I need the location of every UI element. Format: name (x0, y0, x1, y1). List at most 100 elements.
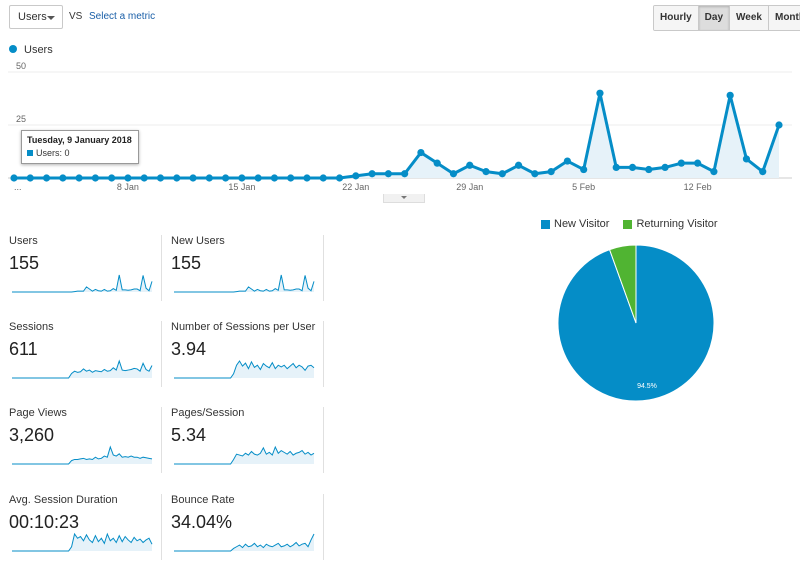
data-point (547, 168, 555, 176)
chart-tooltip: Tuesday, 9 January 2018 Users: 0 (21, 130, 139, 164)
series-legend-label: Users (24, 44, 53, 56)
pie-legend-item-new[interactable]: New Visitor (541, 218, 609, 230)
sparkline-line (174, 274, 315, 293)
metric-label: Pages/Session (171, 407, 245, 419)
data-point (759, 168, 767, 176)
x-tick-label: 8 Jan (117, 182, 139, 192)
tooltip-row: Users: 0 (27, 148, 133, 158)
sparkline-line (174, 533, 315, 552)
pie-legend-swatch (623, 219, 633, 229)
data-point (140, 174, 148, 182)
data-point (42, 174, 51, 182)
period-week-button[interactable]: Week (730, 6, 769, 30)
metric-tile[interactable]: Avg. Session Duration 00:10:23 (9, 494, 159, 566)
metric-value: 5.34 (171, 425, 207, 445)
x-tick-label: ... (14, 182, 22, 192)
data-point (303, 174, 311, 182)
data-point (254, 174, 262, 182)
pie-slice-label: 94.5% (637, 383, 657, 390)
metric-tile[interactable]: Number of Sessions per User 3.94 (171, 321, 321, 393)
tile-divider (323, 494, 324, 560)
pie-legend-item-returning[interactable]: Returning Visitor (623, 218, 718, 230)
select-metric-link[interactable]: Select a metric (89, 11, 156, 22)
data-point (352, 172, 360, 180)
visitor-type-pie-chart[interactable]: 94.5% (556, 243, 716, 403)
metric-sparkline (12, 532, 153, 552)
tile-divider (161, 321, 162, 387)
metric-tile[interactable]: Bounce Rate 34.04% (171, 494, 321, 566)
metric-sparkline (174, 445, 315, 465)
metric-tile[interactable]: New Users 155 (171, 235, 321, 307)
metric-value: 155 (9, 253, 40, 273)
data-point (124, 174, 132, 182)
metric-dropdown[interactable]: Users (9, 5, 63, 29)
sparkline-area (174, 447, 314, 464)
sparkline-area (12, 534, 152, 551)
metric-value: 155 (171, 253, 202, 273)
sparkline-line (12, 274, 153, 293)
data-point (10, 174, 18, 182)
metric-tile[interactable]: Sessions 611 (9, 321, 159, 393)
tile-divider (323, 321, 324, 387)
sparkline-area (12, 361, 152, 378)
metric-sparkline (12, 274, 153, 293)
metric-label: Bounce Rate (171, 494, 235, 506)
data-point (75, 174, 83, 182)
period-day-button[interactable]: Day (698, 6, 731, 30)
sparkline-line (12, 532, 153, 552)
data-point (287, 174, 295, 182)
sparkline-line (174, 360, 315, 379)
tooltip-value: Users: 0 (36, 148, 70, 158)
data-point (221, 174, 230, 182)
metric-sparkline (174, 360, 315, 379)
users-line-chart[interactable]: 25 50... 8 Jan 15 Jan 22 Jan 29 Jan 5 Feb 12 Fe… (0, 60, 800, 200)
data-point (433, 159, 441, 167)
metric-sparkline (12, 445, 153, 465)
metric-value: 3,260 (9, 425, 55, 445)
data-point (466, 161, 474, 169)
metric-tile[interactable]: Pages/Session 5.34 (171, 407, 321, 479)
data-point (563, 157, 572, 165)
sparkline-line (12, 445, 153, 465)
tile-divider (323, 407, 324, 473)
toolbar: Users VS Select a metric Hourly Day Week… (0, 0, 800, 34)
data-point (384, 170, 392, 178)
data-point (270, 174, 279, 182)
metric-value: 00:10:23 (9, 512, 80, 532)
period-toggle-group: Hourly Day Week Month (653, 5, 800, 31)
metric-label: Page Views (9, 407, 67, 419)
data-point (726, 91, 734, 99)
data-point (661, 163, 669, 171)
metric-value: 611 (9, 339, 38, 359)
data-point (238, 174, 246, 182)
y-tick-label: 50 (16, 61, 26, 71)
metric-tile[interactable]: Page Views 3,260 (9, 407, 159, 479)
metric-tile[interactable]: Users 155 (9, 235, 159, 307)
data-point (645, 165, 653, 174)
metric-sparkline (174, 533, 315, 552)
data-point (26, 174, 34, 182)
x-tick-label: 15 Jan (228, 182, 255, 192)
x-tick-label: 5 Feb (572, 182, 595, 192)
tile-divider (161, 494, 162, 560)
metric-dropdown-label: Users (18, 11, 47, 23)
data-point (108, 174, 116, 182)
data-point (205, 174, 213, 182)
sparkline-area (174, 361, 314, 378)
chart-collapse-handle[interactable] (383, 194, 425, 203)
period-hourly-button[interactable]: Hourly (654, 6, 699, 30)
pie-legend-label: Returning Visitor (636, 218, 718, 230)
x-tick-label: 29 Jan (456, 182, 483, 192)
data-point (335, 174, 344, 182)
metric-value: 34.04% (171, 512, 233, 532)
sparkline-area (174, 534, 314, 551)
metric-value: 3.94 (171, 339, 207, 359)
data-point (482, 168, 490, 176)
data-point (612, 163, 620, 171)
pie-legend-label: New Visitor (554, 218, 610, 230)
metric-label: Sessions (9, 321, 54, 333)
data-point (498, 170, 506, 178)
data-point (449, 170, 458, 178)
data-point (173, 174, 181, 182)
period-month-button[interactable]: Month (768, 6, 800, 30)
